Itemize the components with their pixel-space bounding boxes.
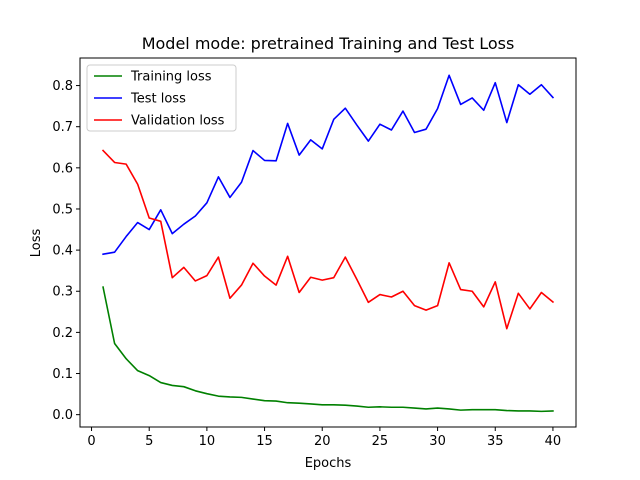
x-tick-label: 40 xyxy=(545,434,562,449)
legend-label-2: Validation loss xyxy=(131,114,225,129)
y-tick-label: 0.2 xyxy=(52,326,73,341)
y-tick-label: 0.1 xyxy=(52,367,73,382)
series-lines xyxy=(101,74,555,413)
plot-frame xyxy=(79,57,577,428)
legend-label-0: Training loss xyxy=(130,70,212,85)
y-tick-label: 0.7 xyxy=(52,120,73,135)
x-tick-label: 15 xyxy=(256,434,273,449)
legend-label-1: Test loss xyxy=(130,92,186,107)
y-tick-label: 0.0 xyxy=(52,408,73,423)
x-tick-label: 20 xyxy=(314,434,331,449)
y-tick-label: 0.5 xyxy=(52,202,73,217)
y-tick-label: 0.3 xyxy=(52,285,73,300)
series-line-2 xyxy=(101,149,555,330)
x-tick-label: 35 xyxy=(487,434,504,449)
x-tick-label: 25 xyxy=(372,434,389,449)
x-tick-label: 30 xyxy=(429,434,446,449)
y-axis: 0.0 0.1 0.2 0.3 0.4 0.5 0.6 0.7 0.8 xyxy=(52,79,80,423)
legend: Training loss Test loss Validation loss xyxy=(86,64,237,132)
chart-title: Model mode: pretrained Training and Test… xyxy=(142,34,515,53)
x-axis-label: Epochs xyxy=(305,456,352,471)
y-axis-label: Loss xyxy=(29,229,44,258)
y-tick-label: 0.4 xyxy=(52,244,73,259)
y-tick-label: 0.8 xyxy=(52,79,73,94)
series-line-1 xyxy=(102,74,555,256)
x-tick-label: 0 xyxy=(87,434,95,449)
series-line-0 xyxy=(102,286,554,413)
y-tick-label: 0.6 xyxy=(52,161,73,176)
x-axis: 0 5 10 15 20 25 30 35 40 xyxy=(87,427,561,449)
legend-box xyxy=(86,64,237,132)
x-tick-label: 5 xyxy=(145,434,153,449)
x-tick-label: 10 xyxy=(199,434,216,449)
